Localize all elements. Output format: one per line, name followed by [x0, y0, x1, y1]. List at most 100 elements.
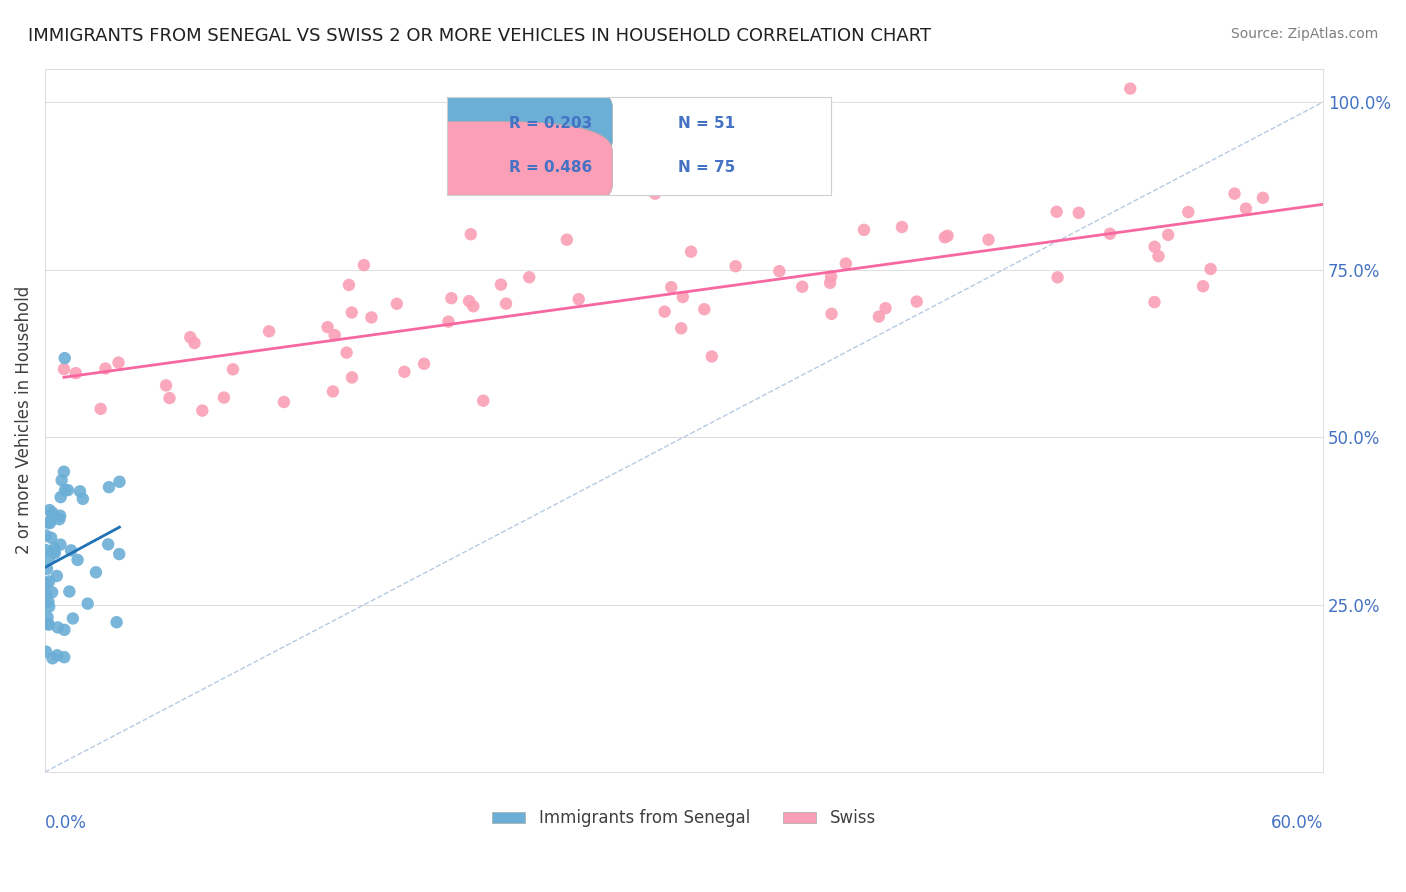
Point	[440, 291, 463, 305]
Point	[1067, 206, 1090, 220]
Point	[65, 366, 87, 380]
Point	[107, 355, 129, 369]
Text: 60.0%: 60.0%	[1271, 814, 1323, 832]
Point	[66, 553, 89, 567]
Point	[768, 264, 790, 278]
Point	[257, 324, 280, 338]
Legend: Immigrants from Senegal, Swiss: Immigrants from Senegal, Swiss	[485, 803, 883, 834]
Point	[53, 351, 76, 366]
Point	[35, 562, 58, 576]
Point	[35, 528, 58, 542]
Point	[56, 483, 79, 497]
Point	[35, 576, 58, 591]
Point	[724, 259, 747, 273]
Point	[273, 395, 295, 409]
Point	[340, 305, 363, 319]
Point	[353, 258, 375, 272]
Point	[1098, 227, 1121, 241]
Point	[183, 336, 205, 351]
Point	[654, 304, 676, 318]
Point	[977, 233, 1000, 247]
Point	[41, 506, 63, 520]
Point	[322, 384, 344, 399]
Point	[818, 276, 841, 290]
Point	[191, 403, 214, 417]
Point	[46, 620, 69, 634]
Text: IMMIGRANTS FROM SENEGAL VS SWISS 2 OR MORE VEHICLES IN HOUSEHOLD CORRELATION CHA: IMMIGRANTS FROM SENEGAL VS SWISS 2 OR MO…	[28, 27, 931, 45]
Point	[155, 378, 177, 392]
Point	[51, 473, 73, 487]
Point	[460, 227, 482, 242]
Point	[212, 391, 235, 405]
Point	[1157, 227, 1180, 242]
Point	[62, 611, 84, 625]
Point	[394, 365, 416, 379]
Point	[340, 370, 363, 384]
Text: Source: ZipAtlas.com: Source: ZipAtlas.com	[1230, 27, 1378, 41]
Point	[84, 566, 107, 580]
Point	[669, 321, 692, 335]
Point	[41, 510, 63, 524]
Point	[72, 491, 94, 506]
Point	[1199, 262, 1222, 277]
Point	[41, 651, 63, 665]
Point	[385, 297, 408, 311]
Point	[38, 503, 60, 517]
Y-axis label: 2 or more Vehicles in Household: 2 or more Vehicles in Household	[15, 286, 32, 555]
Text: 0.0%: 0.0%	[45, 814, 87, 832]
Point	[1177, 205, 1199, 219]
Point	[45, 569, 67, 583]
Point	[700, 350, 723, 364]
Point	[693, 302, 716, 317]
Point	[35, 587, 58, 601]
Point	[1143, 295, 1166, 310]
Point	[672, 290, 695, 304]
Point	[934, 230, 956, 244]
Point	[35, 543, 58, 558]
Point	[659, 280, 682, 294]
Point	[316, 320, 339, 334]
Point	[820, 269, 842, 284]
Point	[472, 393, 495, 408]
Point	[458, 294, 481, 309]
Point	[46, 648, 69, 663]
Point	[360, 310, 382, 325]
Point	[37, 516, 59, 530]
Point	[53, 623, 76, 637]
Point	[792, 279, 814, 293]
Point	[679, 244, 702, 259]
Point	[58, 584, 80, 599]
Point	[38, 551, 60, 566]
Point	[69, 484, 91, 499]
Point	[936, 228, 959, 243]
Point	[1192, 279, 1215, 293]
Point	[568, 292, 591, 306]
Point	[890, 219, 912, 234]
Point	[905, 294, 928, 309]
Point	[53, 483, 76, 498]
Point	[222, 362, 245, 376]
Point	[489, 277, 512, 292]
Point	[44, 541, 66, 556]
Point	[1251, 191, 1274, 205]
Point	[38, 599, 60, 614]
Point	[35, 645, 58, 659]
Point	[159, 391, 181, 405]
Point	[337, 277, 360, 292]
Point	[53, 362, 76, 376]
Point	[868, 310, 890, 324]
Point	[323, 328, 346, 343]
Point	[60, 543, 83, 558]
Point	[38, 617, 60, 632]
Point	[39, 531, 62, 545]
Point	[105, 615, 128, 630]
Point	[97, 537, 120, 551]
Point	[94, 361, 117, 376]
Point	[52, 465, 75, 479]
Point	[49, 508, 72, 523]
Point	[44, 546, 66, 560]
Point	[1143, 240, 1166, 254]
Point	[41, 585, 63, 599]
Point	[1046, 270, 1069, 285]
Point	[37, 595, 59, 609]
